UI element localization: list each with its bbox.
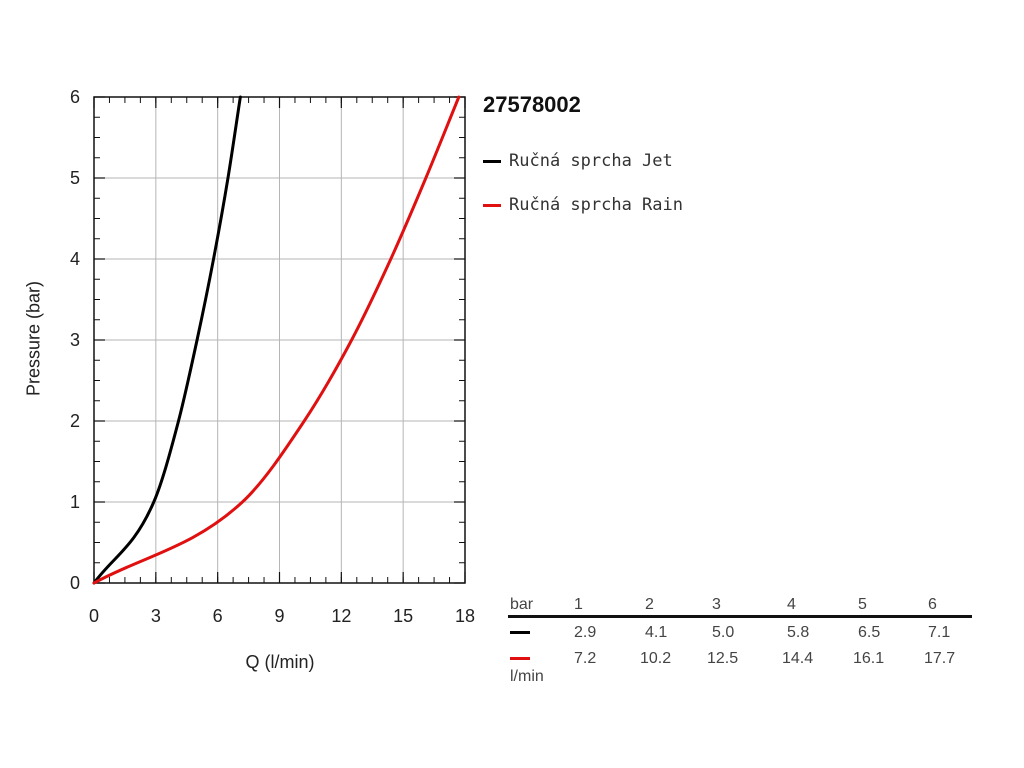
y-tick-label: 0 <box>70 573 80 593</box>
table-cell: 10.2 <box>640 650 672 667</box>
table-header-pressure: 3 <box>712 596 721 613</box>
x-tick-label: 12 <box>331 606 351 626</box>
legend-item-jet: Ručná sprcha Jet <box>483 151 673 171</box>
table-header-pressure: 1 <box>574 596 583 613</box>
x-tick-label: 15 <box>393 606 413 626</box>
plot-frame <box>93 96 466 584</box>
table-cell: 7.1 <box>928 624 951 641</box>
table-cell: 17.7 <box>924 650 956 667</box>
y-tick-label: 5 <box>70 168 80 188</box>
y-tick-label: 4 <box>70 249 80 269</box>
table-cell: 5.8 <box>787 624 810 641</box>
y-tick-label: 3 <box>70 330 80 350</box>
table-row-swatch-rain <box>510 657 530 660</box>
series-line-jet <box>92 95 242 585</box>
table-header-pressure: 2 <box>645 596 654 613</box>
flow-table: bar 1 2 3 4 5 6 2.9 4.1 5.0 5.8 6.5 7.1 … <box>508 596 972 686</box>
x-tick-label: 0 <box>89 606 99 626</box>
table-cell: 4.1 <box>645 624 668 641</box>
legend-swatch-rain <box>483 203 501 207</box>
y-tick-label: 2 <box>70 411 80 431</box>
table-cell: 14.4 <box>782 650 814 667</box>
y-tick-label: 1 <box>70 492 80 512</box>
table-cell: 2.9 <box>574 624 597 641</box>
legend-swatch-jet <box>483 159 501 163</box>
table-header-pressure: 5 <box>858 596 867 613</box>
table-header-pressure: 6 <box>928 596 937 613</box>
x-tick-label: 18 <box>455 606 475 626</box>
table-header-pressure: 4 <box>787 596 796 613</box>
legend-item-rain: Ručná sprcha Rain <box>483 195 683 215</box>
y-tick-label: 6 <box>70 87 80 107</box>
table-rule <box>508 615 972 618</box>
table-cell: 5.0 <box>712 624 735 641</box>
legend-label-rain: Ručná sprcha Rain <box>509 195 683 215</box>
x-axis-label: Q (l/min) <box>245 652 315 672</box>
table-row-swatch-jet <box>510 631 530 634</box>
series-line-rain <box>92 95 461 585</box>
table-cell: 16.1 <box>853 650 885 667</box>
x-tick-label: 9 <box>274 606 284 626</box>
legend-label-jet: Ručná sprcha Jet <box>509 151 673 171</box>
chart-title: 27578002 <box>483 92 581 117</box>
table-cell: 6.5 <box>858 624 881 641</box>
x-tick-label: 6 <box>213 606 223 626</box>
x-tick-label: 3 <box>151 606 161 626</box>
y-axis-label: Pressure (bar) <box>23 280 44 397</box>
table-footer-unit: l/min <box>510 668 544 685</box>
table-cell: 7.2 <box>574 650 597 667</box>
table-header-unit: bar <box>510 596 534 613</box>
table-cell: 12.5 <box>707 650 739 667</box>
